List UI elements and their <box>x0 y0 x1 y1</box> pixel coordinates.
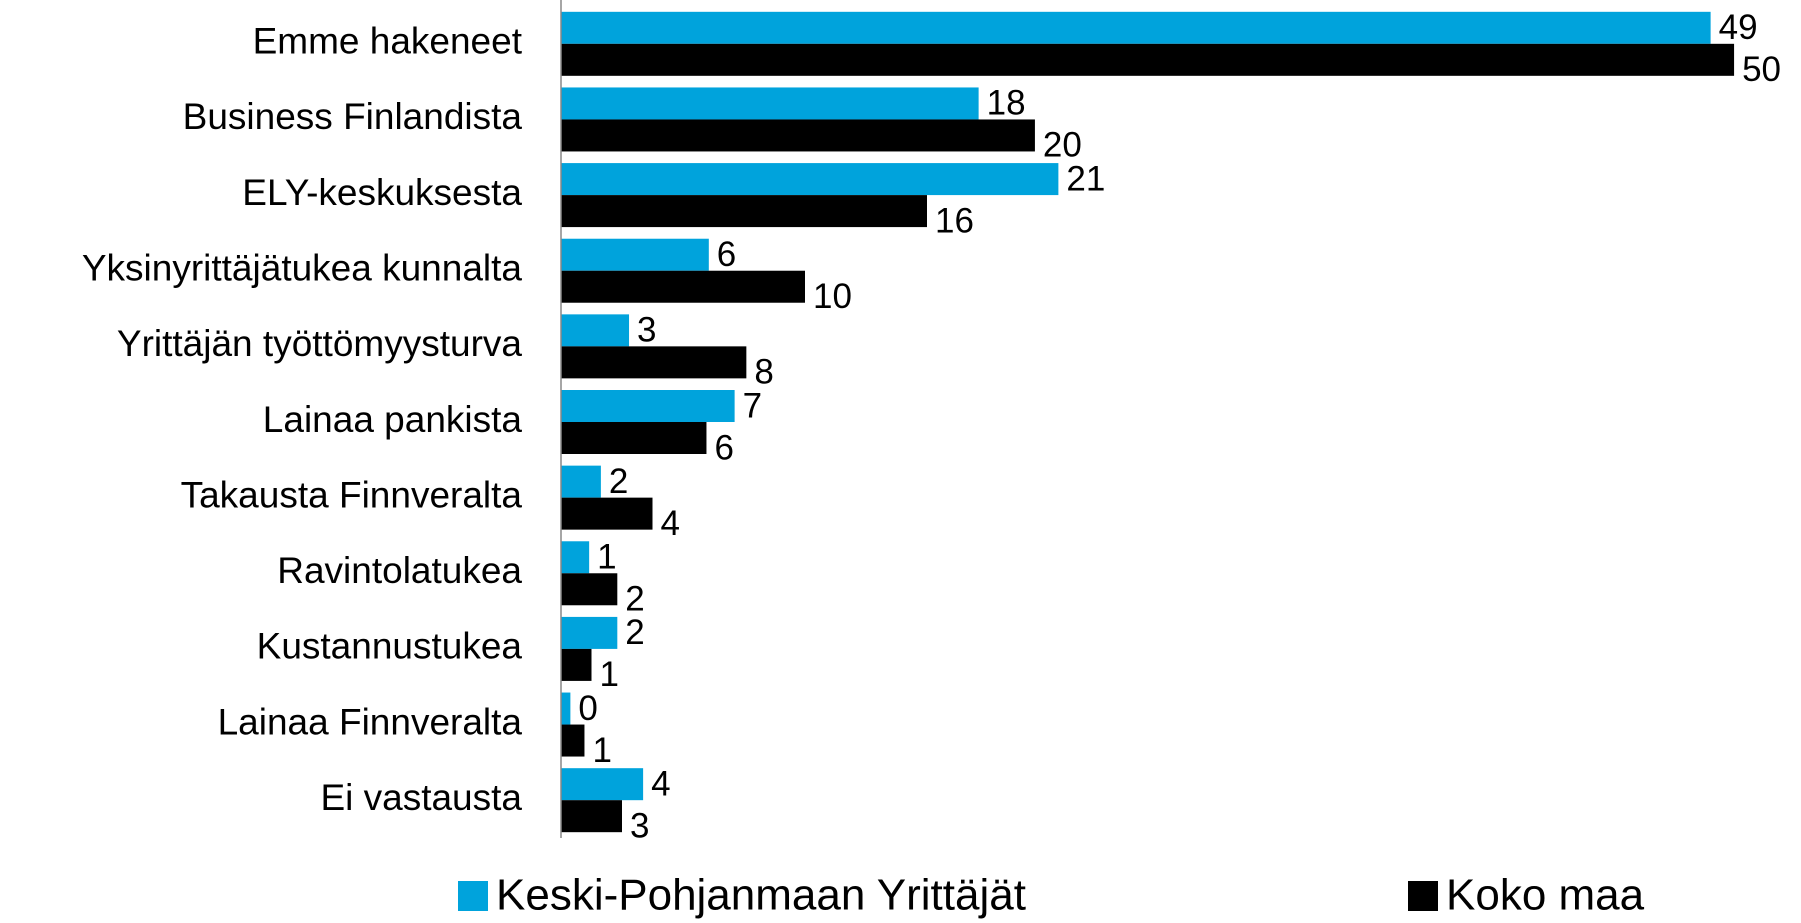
legend-swatch <box>1408 881 1438 911</box>
category-label: Kustannustukea <box>257 626 523 667</box>
bar <box>561 768 644 801</box>
value-label: 49 <box>1719 8 1758 47</box>
bar <box>561 163 1059 196</box>
category-label: ELY-keskuksesta <box>242 172 522 213</box>
value-label: 2 <box>625 613 644 652</box>
bar <box>561 87 979 120</box>
value-label: 1 <box>592 731 611 770</box>
value-label: 6 <box>714 428 733 467</box>
bar <box>561 616 618 649</box>
category-label: Lainaa Finnveralta <box>218 701 523 742</box>
value-label: 0 <box>578 689 597 728</box>
bar <box>561 119 1035 152</box>
bar <box>561 465 601 498</box>
category-label: Lainaa pankista <box>263 399 523 440</box>
value-label: 1 <box>600 655 619 694</box>
category-label: Takausta Finnveralta <box>181 474 523 515</box>
category-label: Emme hakeneet <box>253 21 523 62</box>
bar <box>561 238 709 271</box>
bar <box>561 573 618 606</box>
bar <box>561 692 571 725</box>
bar <box>561 648 592 681</box>
legend-label: Koko maa <box>1446 871 1645 920</box>
bar <box>561 346 747 379</box>
bar <box>561 195 927 228</box>
value-label: 50 <box>1742 50 1781 89</box>
bar <box>561 390 735 422</box>
legend-label: Keski-Pohjanmaan Yrittäjät <box>496 871 1026 920</box>
value-label: 4 <box>661 504 680 543</box>
value-label: 7 <box>743 386 762 425</box>
bar <box>561 724 585 757</box>
value-label: 4 <box>651 764 670 803</box>
value-label: 20 <box>1043 126 1082 165</box>
value-label: 16 <box>935 201 974 240</box>
value-label: 3 <box>630 806 649 845</box>
bar <box>561 314 630 347</box>
legend-swatch <box>458 881 488 911</box>
value-label: 10 <box>813 277 852 316</box>
category-label: Business Finlandista <box>183 96 523 137</box>
bar <box>561 43 1735 76</box>
value-label: 1 <box>597 538 616 577</box>
value-label: 21 <box>1066 159 1105 198</box>
category-label: Yrittäjän työttömyysturva <box>117 323 523 364</box>
category-label: Yksinyrittäjätukea kunnalta <box>82 248 523 289</box>
bar <box>561 497 653 530</box>
value-label: 2 <box>625 580 644 619</box>
bar <box>561 800 622 833</box>
bar <box>561 11 1711 44</box>
value-label: 8 <box>754 353 773 392</box>
value-label: 2 <box>609 462 628 501</box>
bar <box>561 422 707 454</box>
bar <box>561 270 805 303</box>
value-label: 18 <box>987 84 1026 123</box>
category-label: Ravintolatukea <box>277 550 522 591</box>
bar <box>561 541 590 574</box>
category-label: Ei vastausta <box>320 777 522 818</box>
value-label: 6 <box>717 235 736 274</box>
value-label: 3 <box>637 311 656 350</box>
